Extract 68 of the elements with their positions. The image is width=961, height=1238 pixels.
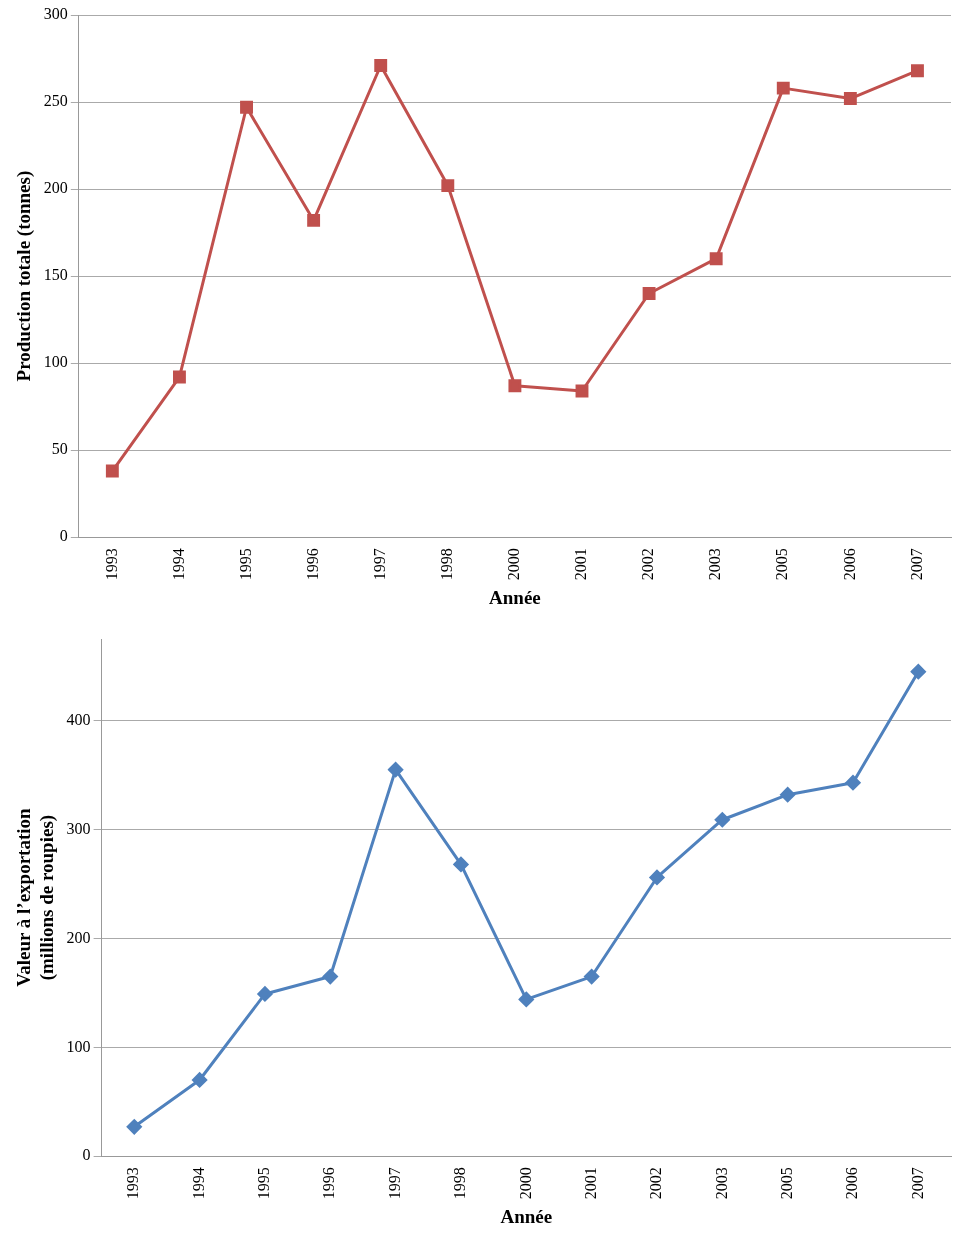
- point: [911, 64, 924, 78]
- x-tick-label: 1997: [385, 1167, 403, 1200]
- y-tick-label: 200: [43, 179, 68, 197]
- y-tick-label: 200: [66, 928, 91, 946]
- point: [780, 787, 796, 803]
- x-tick-label: 2007: [908, 1167, 926, 1200]
- point: [845, 775, 861, 791]
- point: [388, 762, 404, 778]
- x-tick-label: 1994: [169, 548, 187, 581]
- y-axis-title: Production totale (tonnes): [13, 170, 36, 382]
- x-tick-label: 2002: [639, 548, 657, 581]
- point: [322, 969, 338, 985]
- y-tick-label: 50: [51, 440, 68, 458]
- x-axis-title: Année: [489, 586, 541, 608]
- x-tick-label: 1997: [370, 548, 388, 581]
- x-tick-label: 1998: [451, 1167, 469, 1200]
- point: [126, 1119, 142, 1135]
- point: [453, 856, 469, 872]
- y-tick-label: 100: [43, 353, 68, 371]
- point: [649, 869, 665, 885]
- x-tick-label: 2000: [516, 1167, 534, 1200]
- x-tick-label: 1993: [102, 548, 120, 581]
- x-tick-label: 2003: [706, 548, 724, 581]
- x-tick-label: 2005: [777, 1167, 795, 1200]
- x-tick-label: 2003: [712, 1167, 730, 1200]
- y-tick-label: 300: [66, 819, 91, 837]
- x-tick-label: 2007: [907, 548, 925, 581]
- x-axis-title: Année: [500, 1205, 553, 1227]
- point: [709, 252, 723, 266]
- x-tick-label: 1996: [303, 548, 321, 581]
- point: [508, 379, 522, 393]
- point: [105, 464, 119, 478]
- y-tick-label: 0: [59, 527, 68, 545]
- point: [575, 384, 589, 398]
- y-tick-label: 300: [43, 5, 68, 23]
- x-tick-label: 2000: [505, 548, 523, 581]
- x-tick-label: 1993: [124, 1167, 142, 1200]
- point: [374, 59, 388, 72]
- y-axis-title: Valeur à l’exportation (millions de roupies): [13, 807, 59, 987]
- y-tick-label: 100: [66, 1037, 91, 1055]
- point: [714, 812, 730, 828]
- point: [776, 81, 790, 95]
- point: [240, 100, 253, 114]
- y-tick-label: 150: [43, 266, 68, 284]
- point: [307, 213, 321, 227]
- x-tick-label: 2001: [581, 1167, 599, 1200]
- x-tick-label: 1995: [236, 548, 254, 581]
- y-tick-label: 0: [82, 1146, 91, 1164]
- y-tick-label: 250: [43, 92, 68, 110]
- point: [584, 969, 600, 985]
- point: [441, 179, 455, 193]
- x-tick-label: 1994: [189, 1167, 207, 1200]
- x-tick-label: 1998: [438, 548, 456, 581]
- x-tick-label: 2002: [647, 1167, 665, 1200]
- x-tick-label: 2005: [773, 548, 791, 581]
- point: [518, 991, 534, 1007]
- x-tick-label: 2001: [572, 548, 590, 581]
- y-tick-label: 400: [66, 710, 91, 728]
- point: [843, 92, 857, 105]
- x-tick-label: 2006: [843, 1167, 861, 1200]
- point: [642, 287, 656, 300]
- point: [910, 664, 926, 680]
- x-tick-label: 2006: [840, 548, 858, 581]
- point: [172, 370, 186, 384]
- point: [192, 1072, 208, 1088]
- x-tick-label: 1996: [320, 1167, 338, 1200]
- x-tick-label: 1995: [255, 1167, 273, 1200]
- point: [257, 986, 273, 1002]
